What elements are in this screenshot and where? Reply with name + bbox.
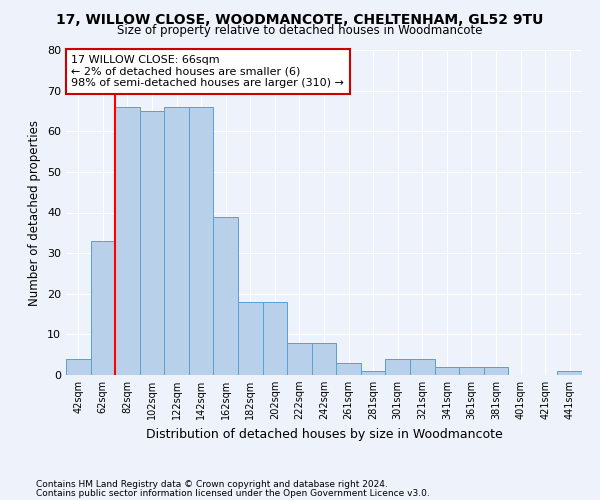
Bar xyxy=(287,342,312,375)
Bar xyxy=(385,359,410,375)
Bar xyxy=(189,107,214,375)
Bar xyxy=(140,111,164,375)
Bar xyxy=(312,342,336,375)
Text: Contains HM Land Registry data © Crown copyright and database right 2024.: Contains HM Land Registry data © Crown c… xyxy=(36,480,388,489)
Text: Contains public sector information licensed under the Open Government Licence v3: Contains public sector information licen… xyxy=(36,488,430,498)
Bar xyxy=(263,302,287,375)
Y-axis label: Number of detached properties: Number of detached properties xyxy=(28,120,41,306)
Bar xyxy=(164,107,189,375)
X-axis label: Distribution of detached houses by size in Woodmancote: Distribution of detached houses by size … xyxy=(146,428,502,440)
Bar xyxy=(238,302,263,375)
Text: 17 WILLOW CLOSE: 66sqm
← 2% of detached houses are smaller (6)
98% of semi-detac: 17 WILLOW CLOSE: 66sqm ← 2% of detached … xyxy=(71,55,344,88)
Bar xyxy=(115,107,140,375)
Bar xyxy=(214,216,238,375)
Text: 17, WILLOW CLOSE, WOODMANCOTE, CHELTENHAM, GL52 9TU: 17, WILLOW CLOSE, WOODMANCOTE, CHELTENHA… xyxy=(56,12,544,26)
Bar xyxy=(557,371,582,375)
Bar xyxy=(361,371,385,375)
Bar xyxy=(484,367,508,375)
Bar xyxy=(410,359,434,375)
Text: Size of property relative to detached houses in Woodmancote: Size of property relative to detached ho… xyxy=(117,24,483,37)
Bar xyxy=(91,241,115,375)
Bar xyxy=(434,367,459,375)
Bar xyxy=(66,359,91,375)
Bar xyxy=(459,367,484,375)
Bar xyxy=(336,363,361,375)
